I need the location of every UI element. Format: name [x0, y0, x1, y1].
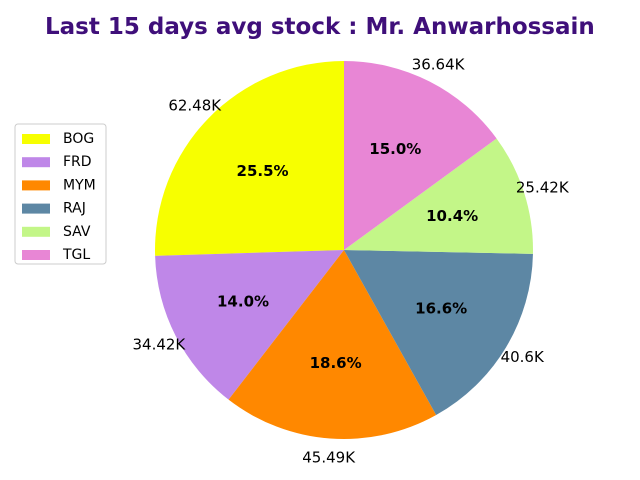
- legend: BOG FRD MYM RAJ SAV TGL: [14, 123, 107, 265]
- percent-label-raj: 16.6%: [415, 299, 467, 317]
- legend-swatch-bog: [22, 134, 50, 144]
- legend-label-sav: SAV: [63, 224, 91, 240]
- percent-label-tgl: 15.0%: [369, 140, 421, 158]
- value-label-frd: 34.42K: [132, 336, 186, 354]
- legend-swatch-sav: [22, 226, 50, 237]
- percent-label-frd: 14.0%: [217, 293, 269, 311]
- value-label-mym: 45.49K: [302, 448, 356, 466]
- legend-swatch-frd: [22, 157, 50, 168]
- legend-label-raj: RAJ: [63, 201, 86, 217]
- pie-slices: [155, 61, 533, 439]
- value-label-bog: 62.48K: [168, 96, 222, 114]
- legend-label-bog: BOG: [63, 131, 94, 147]
- pie-slice-tgl: [344, 61, 497, 250]
- pie-slice-raj: [344, 250, 533, 416]
- chart-title: Last 15 days avg stock : Mr. Anwarhossai…: [45, 14, 595, 40]
- percent-label-sav: 10.4%: [426, 207, 478, 225]
- pie-slice-sav: [344, 138, 533, 254]
- pie-slice-mym: [228, 250, 437, 439]
- legend-label-mym: MYM: [63, 177, 96, 193]
- legend-swatch-raj: [22, 203, 50, 214]
- legend-label-frd: FRD: [63, 154, 92, 170]
- value-label-sav: 25.42K: [516, 178, 570, 196]
- pie-labels: 62.48K 25.5% 34.42K 14.0% 45.49K 18.6% 40.6K 16…: [132, 56, 569, 467]
- percent-label-bog: 25.5%: [237, 162, 289, 180]
- percent-label-mym: 18.6%: [310, 354, 362, 372]
- legend-label-tgl: TGL: [62, 247, 90, 263]
- value-label-tgl: 36.64K: [412, 56, 466, 74]
- legend-swatch-tgl: [22, 250, 50, 260]
- pie-slice-bog: [155, 61, 344, 256]
- value-label-raj: 40.6K: [501, 348, 545, 366]
- legend-swatch-mym: [22, 180, 50, 191]
- pie-slice-frd: [155, 250, 344, 400]
